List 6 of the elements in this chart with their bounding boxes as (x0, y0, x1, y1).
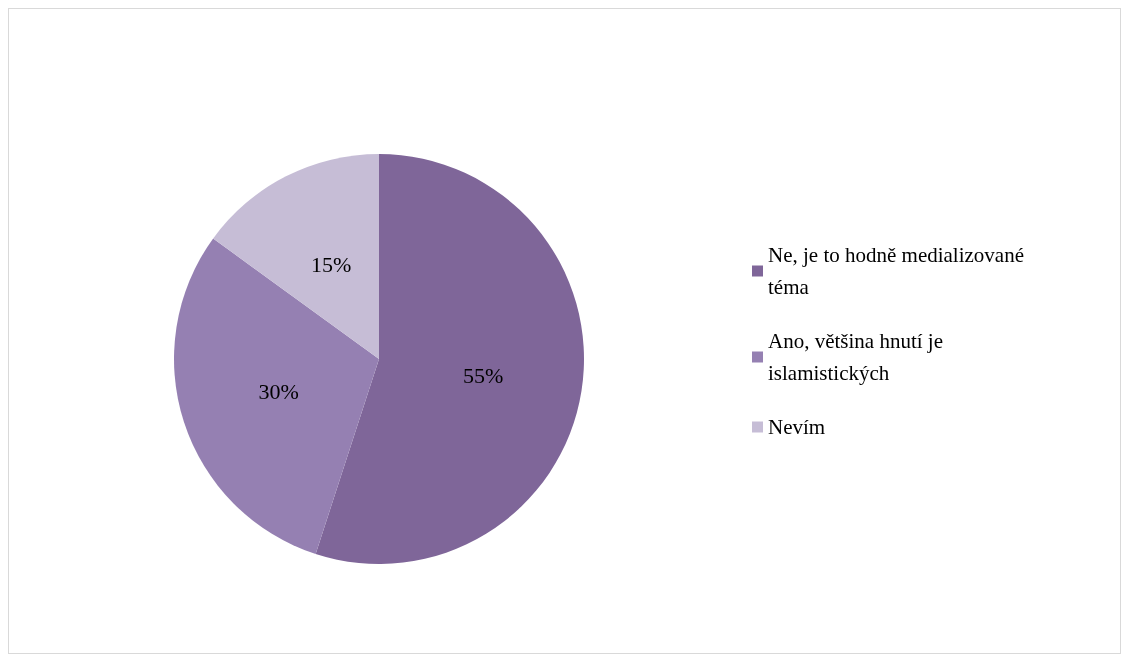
legend-label: Ano, většina hnutí je islamistických (768, 329, 949, 385)
data-label: 15% (310, 252, 352, 278)
data-label: 30% (258, 379, 299, 405)
data-label: 55% (463, 363, 504, 388)
legend-label: Nevím (768, 415, 826, 439)
legend-label: Ne, je to hodně medializované téma (768, 243, 1030, 299)
